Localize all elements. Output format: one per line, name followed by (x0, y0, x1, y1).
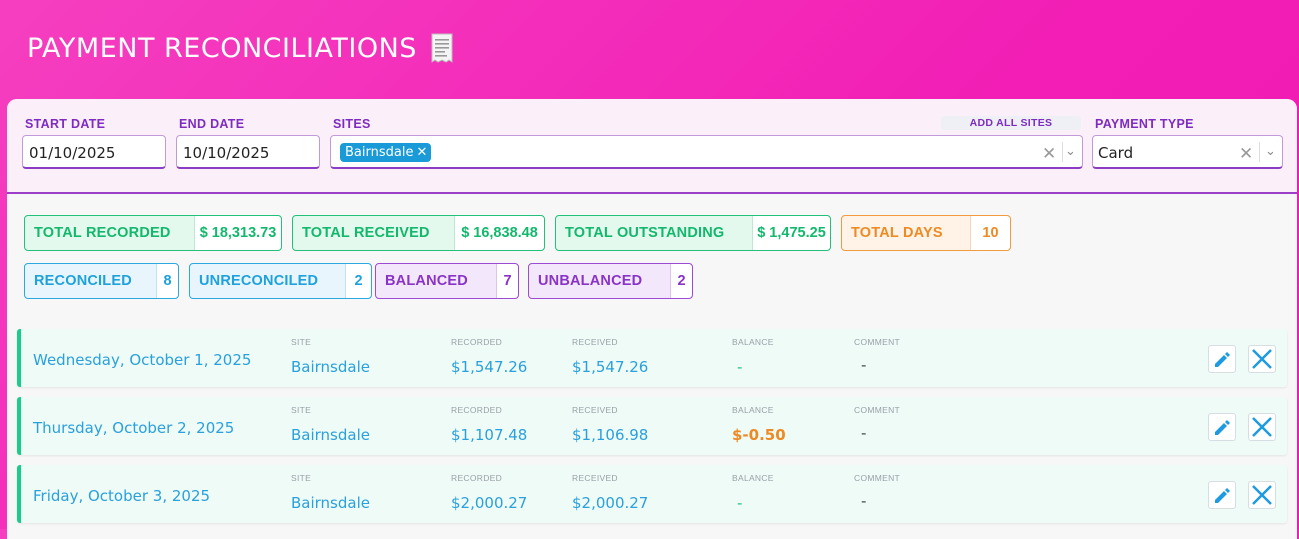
row-recorded: $1,547.26 (451, 358, 528, 376)
row-comment: - (861, 356, 867, 374)
close-icon (1252, 485, 1272, 505)
stat-label: UNRECONCILED (199, 273, 319, 289)
chevron-down-icon[interactable]: ⌄ (1065, 144, 1076, 159)
clear-icon[interactable]: ✕ (1239, 144, 1254, 164)
row-balance: - (737, 358, 743, 376)
site-caption: SITE (291, 405, 312, 415)
end-date-label: END DATE (179, 117, 245, 131)
main-panel: START DATE 01/10/2025 END DATE 10/10/202… (7, 99, 1297, 539)
row-date: Wednesday, October 1, 2025 (33, 351, 252, 369)
site-chip-label: Bairnsdale (345, 145, 414, 160)
row-received: $1,547.26 (572, 358, 649, 376)
stat-label: RECONCILED (34, 273, 132, 289)
pencil-icon (1215, 352, 1230, 367)
row-date: Thursday, October 2, 2025 (33, 419, 235, 437)
stat-label: UNBALANCED (538, 273, 643, 289)
recorded-caption: RECORDED (451, 405, 503, 415)
site-caption: SITE (291, 473, 312, 483)
stat-balanced: BALANCED 7 (375, 263, 519, 299)
stat-total-recorded: TOTAL RECORDED $ 18,313.73 (24, 215, 282, 251)
stat-value: $ 18,313.73 (194, 216, 281, 250)
filter-bar: START DATE 01/10/2025 END DATE 10/10/202… (7, 99, 1297, 194)
row-comment: - (861, 492, 867, 510)
site-chip: Bairnsdale ✕ (340, 143, 432, 162)
stat-value: $ 1,475.25 (752, 216, 830, 250)
edit-button[interactable] (1208, 413, 1236, 441)
row-site: Bairnsdale (291, 494, 370, 512)
comment-caption: COMMENT (854, 337, 901, 347)
sites-select[interactable]: Bairnsdale ✕ ✕ ⌄ (330, 135, 1083, 169)
stat-total-days: TOTAL DAYS 10 (841, 215, 1011, 251)
balance-caption: BALANCE (732, 473, 774, 483)
close-icon (1252, 417, 1272, 437)
recorded-caption: RECORDED (451, 337, 503, 347)
start-date-input[interactable]: 01/10/2025 (22, 135, 166, 169)
row-site: Bairnsdale (291, 426, 370, 444)
receipt-icon (429, 32, 455, 64)
stat-label: TOTAL OUTSTANDING (565, 225, 725, 241)
row-received: $2,000.27 (572, 494, 649, 512)
stat-reconciled: RECONCILED 8 (24, 263, 179, 299)
balance-caption: BALANCE (732, 405, 774, 415)
reconciliation-row[interactable]: Wednesday, October 1, 2025 SITE Bairnsda… (17, 329, 1287, 387)
recorded-caption: RECORDED (451, 473, 503, 483)
stat-value: 2 (345, 264, 371, 298)
reconciliation-row[interactable]: Friday, October 3, 2025 SITE Bairnsdale … (17, 465, 1287, 523)
received-caption: RECEIVED (572, 405, 618, 415)
received-caption: RECEIVED (572, 473, 618, 483)
row-balance: $-0.50 (732, 426, 786, 444)
pencil-icon (1215, 488, 1230, 503)
close-icon (1252, 349, 1272, 369)
stat-value: 7 (496, 264, 518, 298)
sites-label: SITES (333, 117, 371, 131)
stat-label: TOTAL RECEIVED (302, 225, 430, 241)
stat-total-outstanding: TOTAL OUTSTANDING $ 1,475.25 (555, 215, 831, 251)
row-date: Friday, October 3, 2025 (33, 487, 211, 505)
balance-caption: BALANCE (732, 337, 774, 347)
chevron-down-icon[interactable]: ⌄ (1265, 144, 1276, 159)
stat-label: TOTAL DAYS (851, 225, 943, 241)
row-balance: - (737, 494, 743, 512)
row-site: Bairnsdale (291, 358, 370, 376)
stat-value: 2 (670, 264, 692, 298)
payment-type-value: Card (1098, 144, 1134, 162)
stat-unreconciled: UNRECONCILED 2 (189, 263, 372, 299)
select-divider (1259, 142, 1260, 162)
stat-value: $ 16,838.48 (454, 216, 544, 250)
payment-type-label: PAYMENT TYPE (1095, 117, 1194, 131)
start-date-label: START DATE (25, 117, 106, 131)
delete-button[interactable] (1248, 413, 1276, 441)
stat-label: BALANCED (385, 273, 468, 289)
delete-button[interactable] (1248, 345, 1276, 373)
row-received: $1,106.98 (572, 426, 649, 444)
comment-caption: COMMENT (854, 473, 901, 483)
page-title-text: PAYMENT RECONCILIATIONS (27, 32, 417, 64)
end-date-input[interactable]: 10/10/2025 (176, 135, 320, 169)
reconciliation-row[interactable]: Thursday, October 2, 2025 SITE Bairnsdal… (17, 397, 1287, 455)
stat-unbalanced: UNBALANCED 2 (528, 263, 693, 299)
payment-type-select[interactable]: Card ✕ ⌄ (1092, 135, 1283, 169)
row-comment: - (861, 424, 867, 442)
site-caption: SITE (291, 337, 312, 347)
page-title: PAYMENT RECONCILIATIONS (27, 32, 455, 64)
select-divider (1062, 142, 1063, 162)
stat-value: 10 (970, 216, 1010, 250)
pencil-icon (1215, 420, 1230, 435)
row-recorded: $2,000.27 (451, 494, 528, 512)
clear-icon[interactable]: ✕ (1042, 144, 1057, 164)
delete-button[interactable] (1248, 481, 1276, 509)
edit-button[interactable] (1208, 345, 1236, 373)
comment-caption: COMMENT (854, 405, 901, 415)
received-caption: RECEIVED (572, 337, 618, 347)
stat-value: 8 (156, 264, 178, 298)
stat-total-received: TOTAL RECEIVED $ 16,838.48 (292, 215, 545, 251)
edit-button[interactable] (1208, 481, 1236, 509)
row-recorded: $1,107.48 (451, 426, 528, 444)
chip-remove-icon[interactable]: ✕ (416, 145, 428, 160)
add-all-sites-button[interactable]: ADD ALL SITES (941, 116, 1081, 130)
stat-label: TOTAL RECORDED (34, 225, 171, 241)
